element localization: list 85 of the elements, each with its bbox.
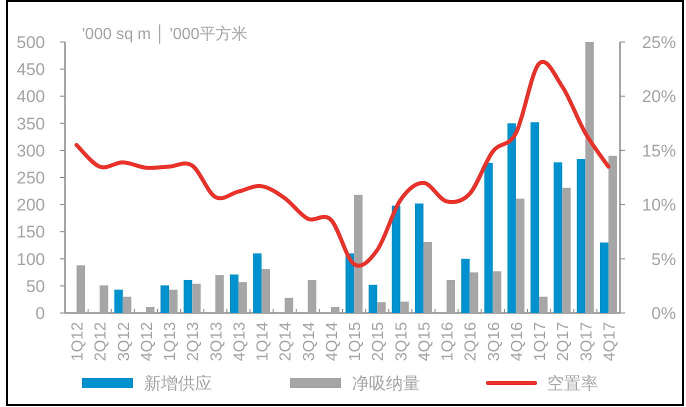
bar — [192, 284, 201, 313]
y2-tick-label: 5% — [651, 250, 676, 269]
y-tick-label: 150 — [16, 222, 45, 242]
x-tick-label: 4Q14 — [324, 322, 341, 362]
x-tick-label: 3Q14 — [300, 322, 318, 362]
y-tick-label: 50 — [26, 276, 45, 296]
bar — [377, 302, 386, 313]
x-tick-label: 3Q17 — [578, 322, 596, 362]
x-tick-label: 3Q15 — [393, 322, 410, 362]
y2-tick-label: 10% — [642, 196, 676, 215]
bar — [470, 272, 478, 313]
bar — [215, 275, 224, 313]
bar — [169, 290, 178, 313]
bar — [100, 285, 108, 313]
x-tick-label: 2Q13 — [185, 322, 202, 362]
bar — [238, 282, 247, 313]
bar — [160, 285, 170, 313]
x-tick-label: 1Q12 — [70, 322, 87, 362]
bar — [423, 242, 432, 313]
bar — [400, 302, 409, 313]
bar — [114, 290, 123, 313]
bar — [308, 280, 316, 313]
x-tick-label: 3Q12 — [116, 322, 133, 362]
bar — [539, 296, 548, 313]
bar — [461, 258, 470, 313]
x-tick-label: 4Q13 — [231, 322, 248, 362]
y-tick-label: 300 — [16, 141, 45, 160]
x-tick-label: 1Q15 — [347, 322, 364, 362]
bar — [507, 123, 516, 313]
bar — [392, 206, 400, 313]
y2-tick-label: 20% — [642, 87, 676, 106]
bar — [530, 122, 540, 313]
bar — [554, 162, 562, 313]
y2-tick-label: 0% — [651, 304, 676, 323]
legend-label: 净吸纳量 — [352, 374, 420, 393]
bar — [76, 265, 86, 313]
x-tick-label: 4Q16 — [508, 322, 526, 362]
bar — [484, 162, 493, 313]
bar — [576, 159, 586, 313]
bar — [146, 307, 154, 313]
y-tick-label: 400 — [16, 87, 45, 106]
x-tick-label: 2Q15 — [370, 322, 388, 362]
x-tick-label: 1Q16 — [440, 322, 457, 362]
bar — [354, 194, 363, 313]
bar — [446, 280, 456, 313]
x-tick-label: 4Q15 — [416, 322, 434, 362]
y-tick-label: 200 — [16, 196, 45, 215]
x-tick-label: 1Q14 — [254, 322, 272, 362]
x-tick-label: 3Q13 — [208, 322, 226, 362]
legend-label: 空置率 — [547, 374, 598, 393]
x-tick-label: 2Q17 — [555, 322, 572, 362]
y-tick-label: 250 — [16, 168, 45, 188]
bar — [414, 204, 424, 313]
y2-tick-label: 15% — [642, 141, 676, 160]
bar — [330, 307, 340, 313]
bar — [230, 274, 238, 313]
bar — [492, 271, 502, 313]
y-tick-label: 100 — [16, 250, 45, 269]
bar — [262, 269, 270, 313]
x-tick-label: 2Q12 — [92, 322, 110, 362]
y-tick-label: 350 — [16, 114, 45, 134]
x-tick-label: 1Q17 — [532, 322, 550, 362]
x-tick-label: 4Q12 — [138, 322, 156, 362]
y-tick-label: 500 — [16, 33, 45, 52]
x-tick-label: 4Q17 — [601, 322, 618, 362]
bar — [562, 188, 571, 313]
y-tick-label: 0 — [36, 304, 45, 323]
bar — [600, 242, 608, 313]
x-tick-label: 2Q14 — [278, 322, 295, 362]
bar — [516, 198, 524, 313]
bar — [122, 296, 132, 313]
x-tick-label: 1Q13 — [162, 322, 180, 362]
x-tick-label: 2Q16 — [462, 322, 480, 362]
x-tick-label: 3Q16 — [486, 322, 503, 362]
y2-tick-label: 25% — [642, 33, 676, 52]
legend-label: 新增供应 — [144, 374, 212, 393]
y-tick-label: 450 — [16, 60, 45, 80]
bar — [368, 284, 378, 313]
bar — [284, 298, 294, 313]
y-axis-title: '000 sq m │ '000平方米 — [82, 24, 248, 44]
bar — [184, 280, 192, 313]
bar — [346, 253, 354, 313]
bar — [608, 156, 617, 313]
bar — [585, 42, 594, 313]
bar — [253, 253, 262, 313]
